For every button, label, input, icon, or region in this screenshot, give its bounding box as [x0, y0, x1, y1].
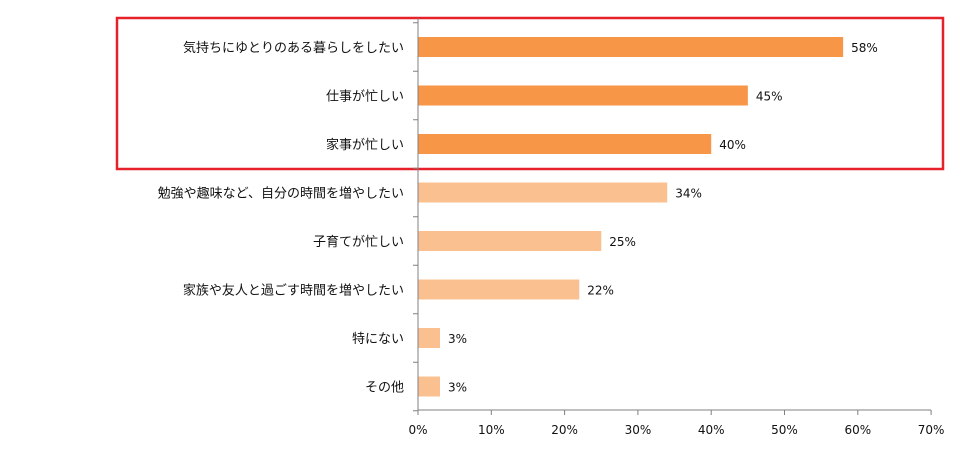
x-tick-label-5: 50%	[771, 423, 798, 437]
value-label-4: 34%	[675, 187, 702, 201]
value-label-3: 40%	[719, 138, 746, 152]
bar-4	[418, 182, 668, 203]
value-label-2: 45%	[756, 90, 783, 104]
bars-layer	[418, 37, 844, 397]
bar-8	[418, 376, 440, 397]
value-label-6: 22%	[587, 284, 614, 298]
category-label-3: 家事が忙しい	[326, 137, 404, 153]
category-label-1: 気持ちにゆとりのある暮らしをしたい	[183, 40, 404, 56]
labels-layer: 気持ちにゆとりのある暮らしをしたい 58% 仕事が忙しい 45% 家事が忙しい 40% 勉強…	[158, 40, 878, 396]
category-label-7: 特にない	[352, 332, 404, 347]
category-label-5: 子育てが忙しい	[313, 234, 404, 250]
bar-3	[418, 134, 712, 154]
category-label-6: 家族や友人と過ごす時間を増やしたい	[183, 283, 404, 299]
x-tick-label-4: 40%	[698, 423, 725, 437]
value-label-5: 25%	[609, 235, 636, 249]
value-label-1: 58%	[851, 41, 878, 55]
bar-2	[418, 85, 748, 106]
highlight-box	[115, 16, 945, 171]
category-label-4: 勉強や趣味など、自分の時間を増やしたい	[158, 187, 404, 202]
x-tick-label-7: 70%	[918, 423, 945, 437]
value-label-7: 3%	[448, 332, 467, 346]
category-label-2: 仕事が忙しい	[326, 90, 404, 105]
x-tick-label-6: 60%	[844, 423, 871, 437]
x-tick-label-3: 30%	[625, 423, 652, 437]
highlight-layer	[115, 16, 945, 171]
bar-6	[418, 279, 580, 300]
value-label-8: 3%	[448, 381, 467, 395]
x-tick-label-1: 10%	[478, 423, 505, 437]
bar-5	[418, 231, 602, 251]
x-tick-label-2: 20%	[551, 423, 578, 437]
bar-7	[418, 328, 440, 348]
axis-layer: 0% 10% 20% 30% 40% 50% 60% 70%	[408, 18, 944, 437]
category-label-8: その他	[365, 381, 404, 396]
bar-1	[418, 37, 844, 57]
x-tick-label-0: 0%	[408, 423, 427, 437]
